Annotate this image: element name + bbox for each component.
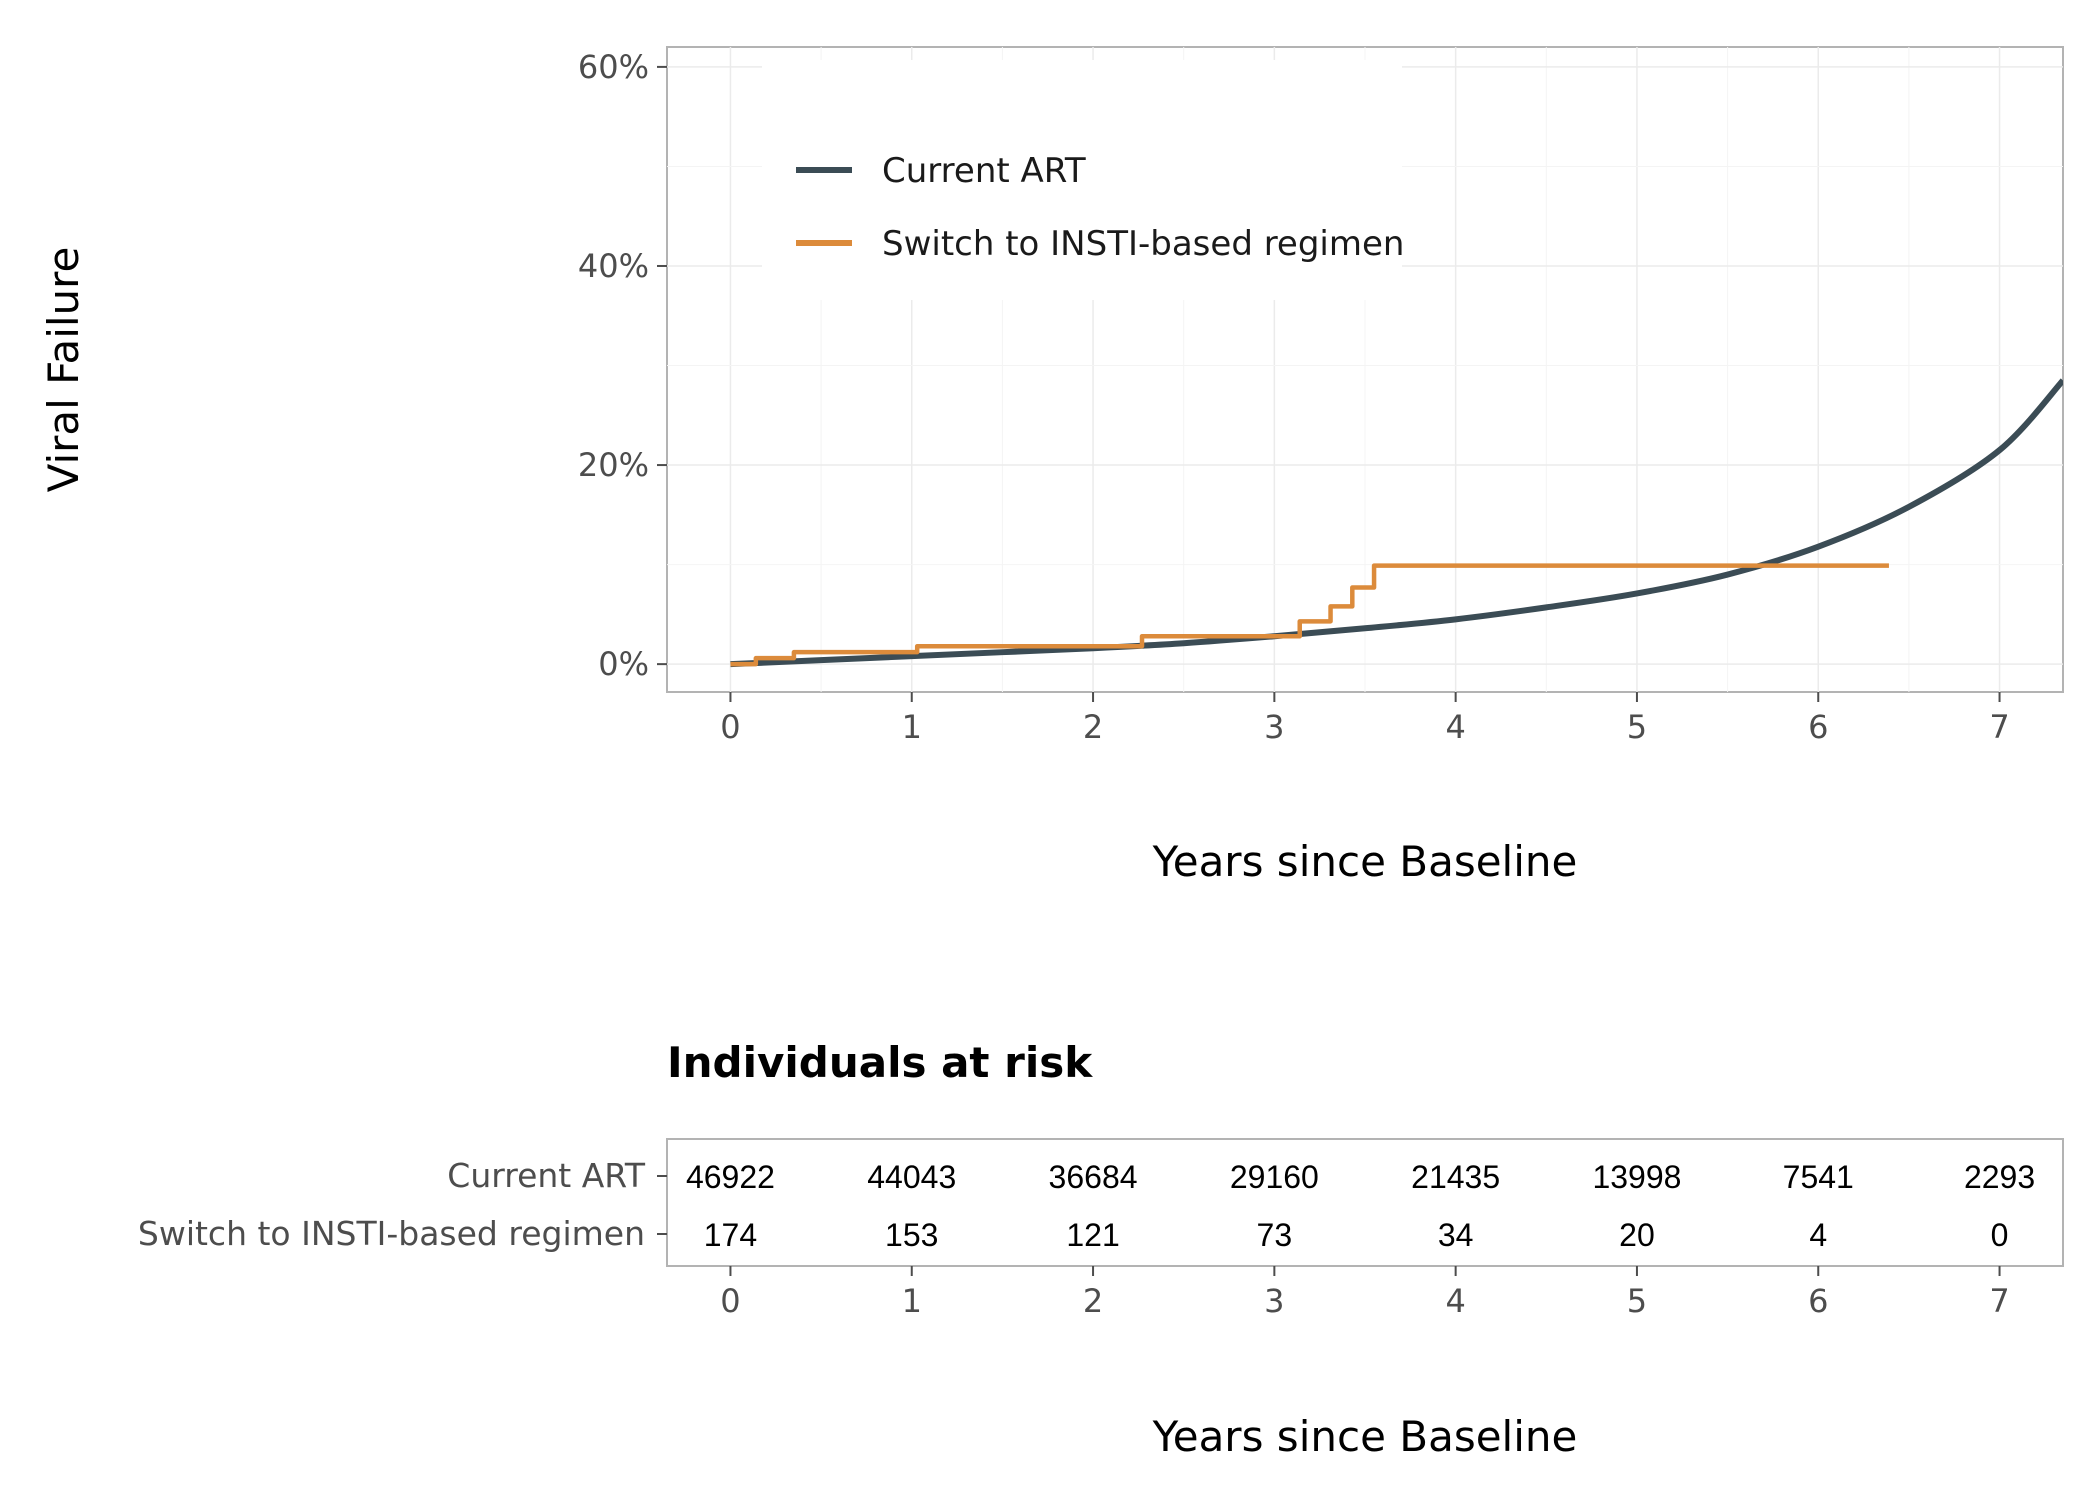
- legend-label: Switch to INSTI-based regimen: [882, 224, 1404, 264]
- risk-table-title: Individuals at risk: [667, 1038, 1093, 1087]
- legend-background: [762, 60, 1402, 300]
- risk-table-panel: [666, 1138, 2064, 1267]
- x-tick-label: 7: [1989, 708, 2009, 746]
- risk-table-cell: 121: [1066, 1217, 1119, 1253]
- legend-label: Current ART: [882, 151, 1086, 191]
- x-tick-label: 1: [902, 708, 922, 746]
- x-tick-label: 0: [720, 708, 740, 746]
- risk-table-cell: 46922: [686, 1159, 775, 1195]
- risk-x-tick-label: 0: [720, 1282, 740, 1320]
- risk-table-cell: 0: [1991, 1217, 2009, 1253]
- risk-x-tick-label: 5: [1627, 1282, 1647, 1320]
- risk-row-label: Switch to INSTI-based regimen: [138, 1214, 645, 1253]
- y-axis: 0% 20% 40% 60%: [578, 48, 667, 683]
- risk-x-tick-label: 7: [1989, 1282, 2009, 1320]
- x-tick-label: 2: [1083, 708, 1103, 746]
- risk-table-cell: 2293: [1964, 1159, 2035, 1195]
- y-tick-label: 20%: [578, 446, 649, 484]
- risk-table: Individuals at risk 46922 44043 36684 29160…: [138, 1038, 2064, 1461]
- x-tick-label: 3: [1264, 708, 1284, 746]
- risk-table-cell: 29160: [1230, 1159, 1319, 1195]
- risk-table-cell: 34: [1438, 1217, 1474, 1253]
- risk-table-cell: 153: [885, 1217, 938, 1253]
- y-tick-label: 40%: [578, 247, 649, 285]
- risk-table-cells: 46922 44043 36684 29160 21435 13998 7541 2293 17…: [686, 1159, 2035, 1253]
- risk-table-cell: 73: [1257, 1217, 1293, 1253]
- risk-x-tick-label: 3: [1264, 1282, 1284, 1320]
- risk-table-row-labels: Current ART Switch to INSTI-based regimen: [138, 1156, 667, 1253]
- x-tick-label: 6: [1808, 708, 1828, 746]
- legend: Current ART Switch to INSTI-based regimen: [762, 60, 1404, 300]
- x-axis-title: Years since Baseline: [1152, 837, 1578, 886]
- y-tick-label: 0%: [598, 645, 649, 683]
- x-tick-label: 4: [1445, 708, 1465, 746]
- risk-table-x-axis: 0 1 2 3 4 5 6 7: [720, 1266, 2010, 1320]
- risk-x-tick-label: 4: [1445, 1282, 1465, 1320]
- x-axis: 0 1 2 3 4 5 6 7: [720, 692, 2010, 746]
- risk-table-cell: 36684: [1049, 1159, 1138, 1195]
- risk-table-cell: 21435: [1411, 1159, 1500, 1195]
- y-axis-title: Viral Failure: [39, 247, 88, 493]
- series-layer: [730, 378, 2063, 668]
- risk-x-tick-label: 6: [1808, 1282, 1828, 1320]
- risk-x-tick-label: 2: [1083, 1282, 1103, 1320]
- y-tick-label: 60%: [578, 48, 649, 86]
- risk-row-label: Current ART: [447, 1156, 646, 1195]
- series-line-switch-to-insti: [730, 563, 1889, 667]
- risk-table-cell: 174: [704, 1217, 757, 1253]
- risk-x-tick-label: 1: [902, 1282, 922, 1320]
- series-line-current-art: [730, 378, 2063, 668]
- risk-table-cell: 44043: [867, 1159, 956, 1195]
- risk-table-x-axis-title: Years since Baseline: [1152, 1412, 1578, 1461]
- x-tick-label: 5: [1627, 708, 1647, 746]
- risk-table-cell: 4: [1809, 1217, 1827, 1253]
- cumulative-incidence-plot: 0% 20% 40% 60% 0 1 2 3 4 5 6 7 Current ART Switch t…: [39, 46, 2064, 886]
- risk-table-cell: 20: [1619, 1217, 1655, 1253]
- risk-table-cell: 7541: [1783, 1159, 1854, 1195]
- risk-table-cell: 13998: [1592, 1159, 1681, 1195]
